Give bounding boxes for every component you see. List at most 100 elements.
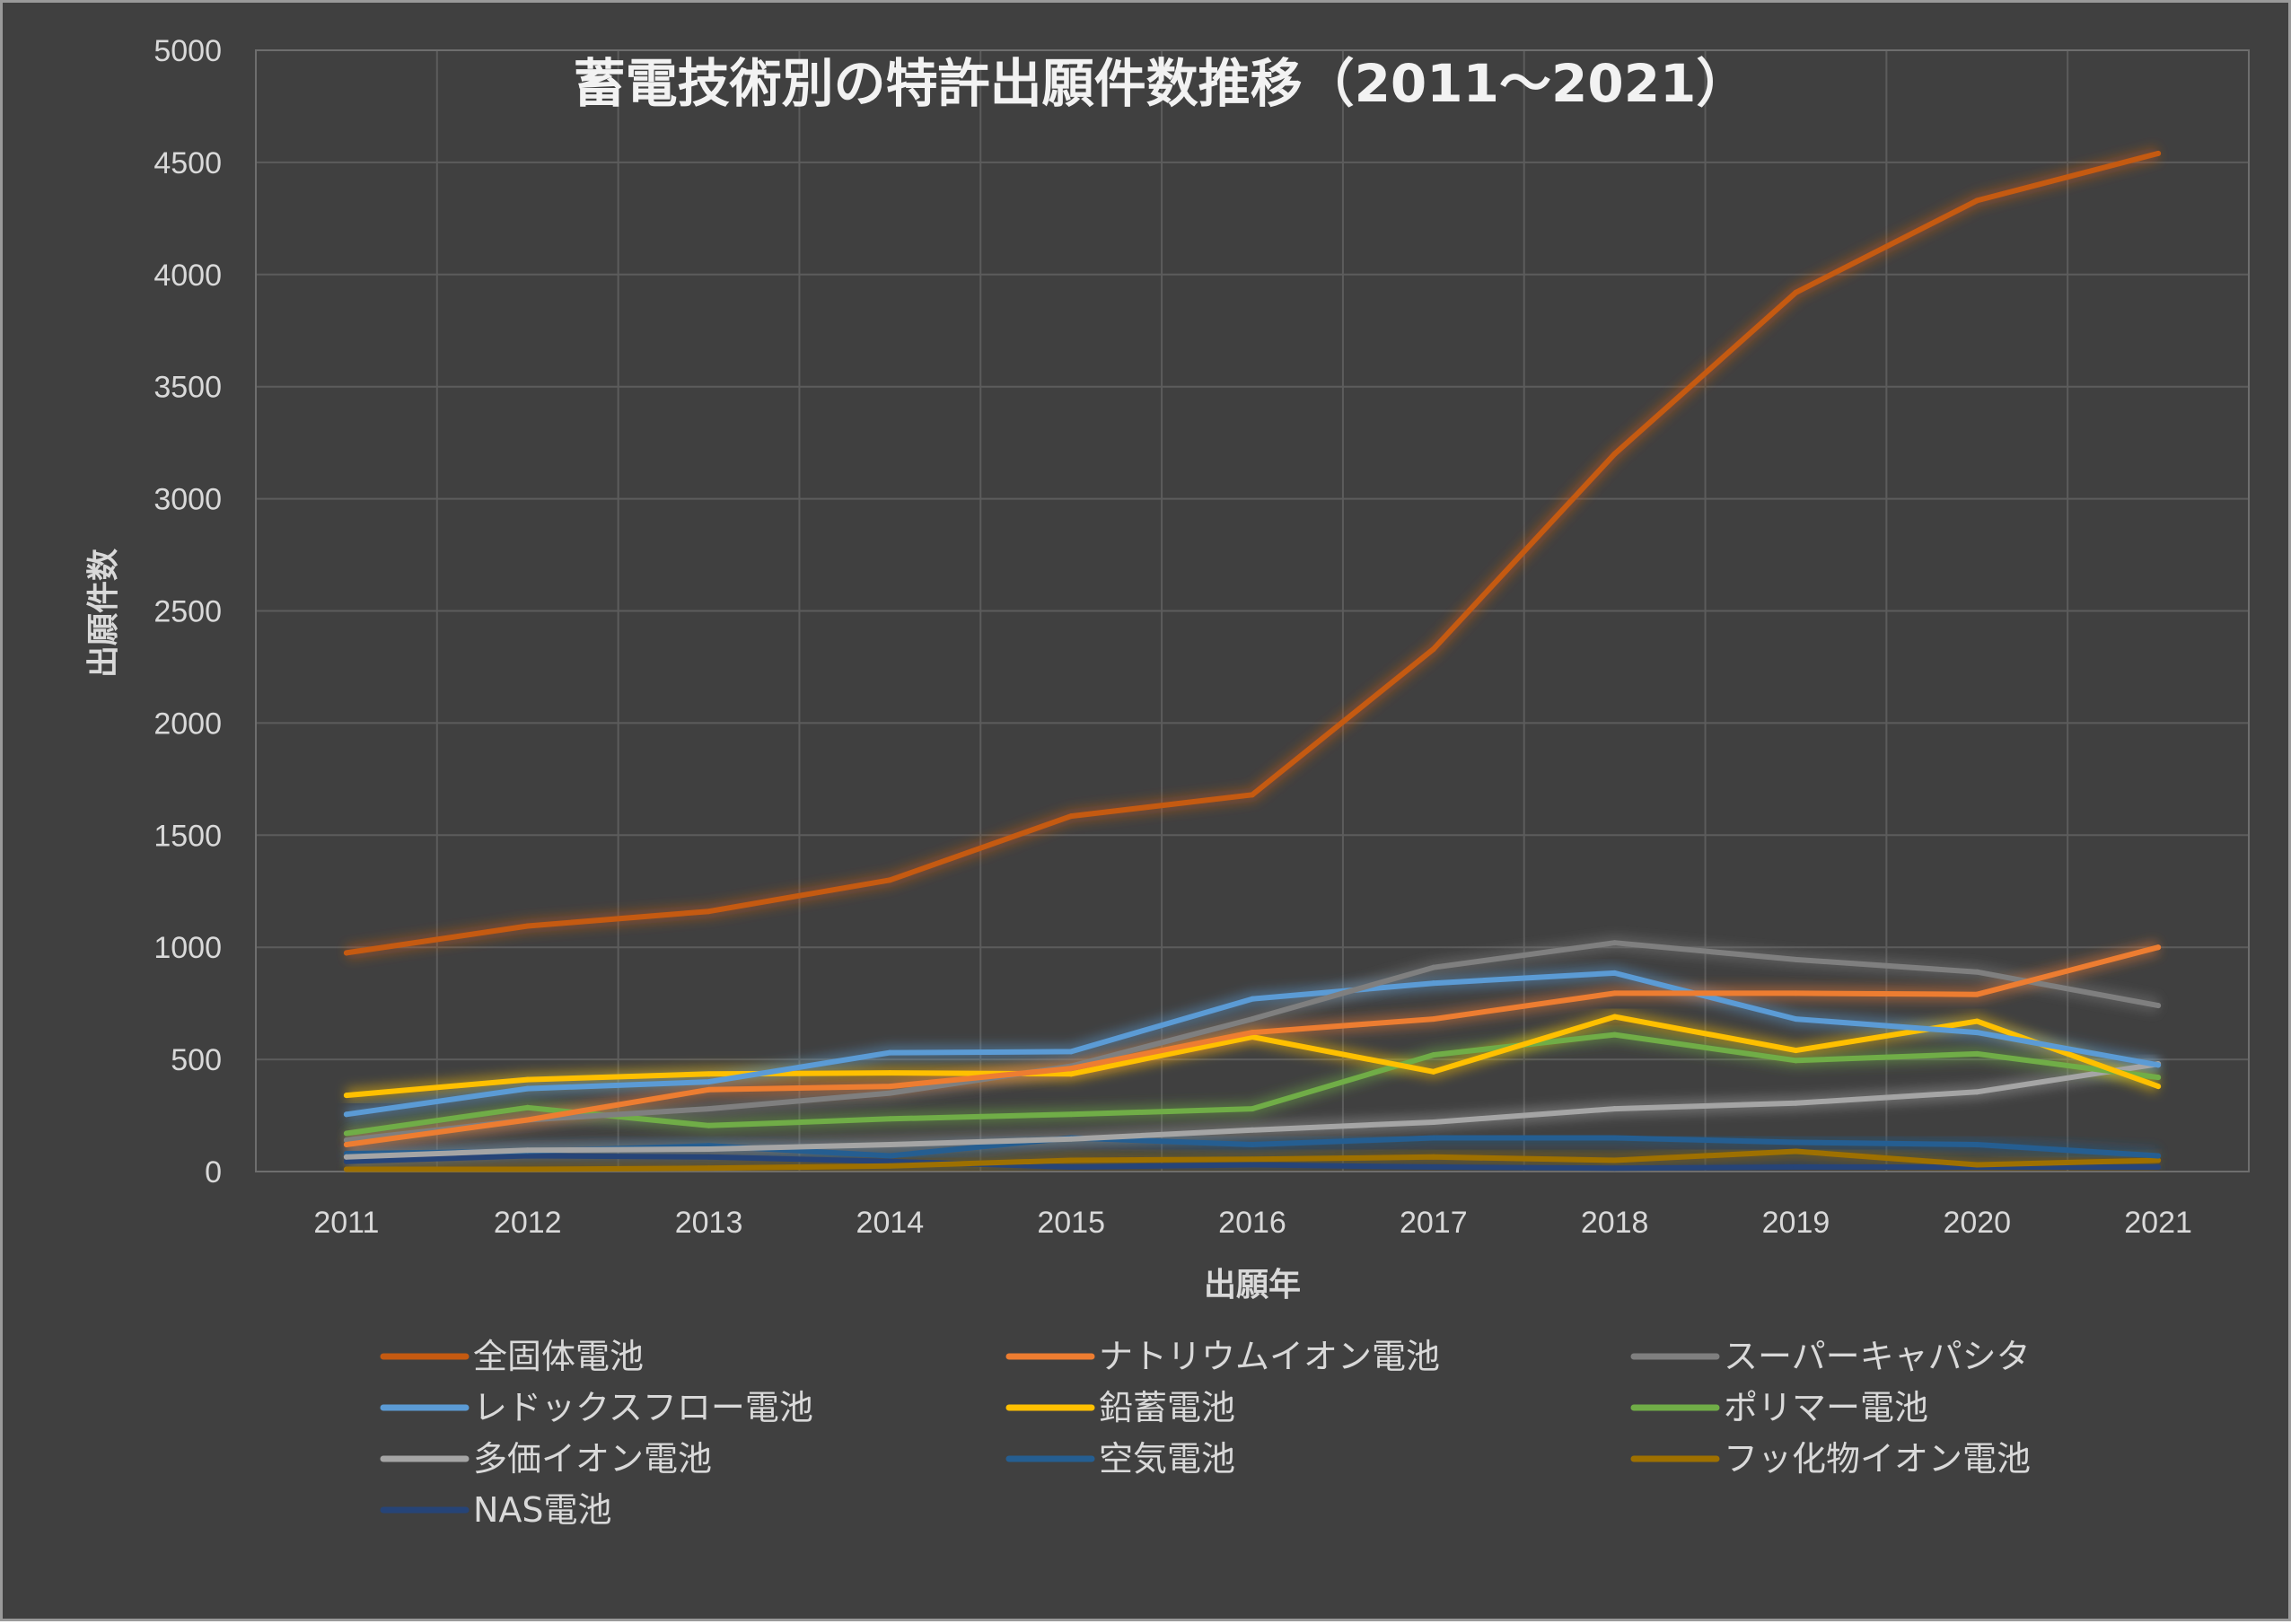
data-point <box>2155 1153 2162 1159</box>
legend-item: レドックスフロー電池 <box>380 1388 813 1427</box>
legend-label: 多価イオン電池 <box>473 1439 712 1479</box>
data-point <box>1068 1071 1075 1077</box>
data-point <box>1611 940 1618 946</box>
y-tick-label: 0 <box>205 1155 222 1189</box>
data-point <box>524 1153 531 1159</box>
data-point <box>1430 1052 1436 1058</box>
x-tick-label: 2016 <box>1218 1206 1286 1240</box>
data-point <box>343 1137 349 1144</box>
x-tick-label: 2011 <box>313 1206 379 1240</box>
data-point <box>1250 1106 1255 1112</box>
y-tick-label: 3500 <box>154 371 222 405</box>
x-axis-title: 出願年 <box>1204 1267 1301 1304</box>
y-tick-label: 4500 <box>154 146 222 180</box>
data-point <box>1793 1058 1799 1064</box>
y-axis-ticks: 0 500 1000 1500 2000 2500 3000 3500 4000 4500 5000 <box>154 34 222 1189</box>
data-point <box>887 1090 893 1096</box>
data-point <box>1611 451 1618 457</box>
legend-item: ポリマー電池 <box>1630 1388 1928 1427</box>
data-point <box>1974 1050 1980 1057</box>
data-point <box>887 1153 893 1159</box>
legend-label: 空気電池 <box>1099 1439 1235 1479</box>
data-point <box>1430 645 1436 652</box>
data-point <box>1068 1066 1075 1072</box>
data-point <box>1974 1142 1980 1148</box>
legend-label: 全固体電池 <box>473 1337 644 1376</box>
data-point <box>1250 792 1255 798</box>
legend-item: ナトリウムイオン電池 <box>1005 1337 1440 1376</box>
data-point <box>343 1111 349 1118</box>
legend-label: レドックスフロー電池 <box>473 1388 813 1427</box>
data-point <box>706 1146 712 1153</box>
data-point <box>1611 990 1618 996</box>
data-point <box>524 1085 531 1092</box>
data-point <box>2155 1075 2162 1081</box>
data-point <box>1430 1154 1436 1160</box>
data-point <box>1793 956 1799 962</box>
data-point <box>343 950 349 956</box>
data-point <box>1974 1089 1980 1095</box>
legend-item: フッ化物イオン電池 <box>1630 1439 2031 1479</box>
data-point <box>706 909 712 915</box>
legend-item: 全固体電池 <box>380 1337 644 1376</box>
series-lines <box>343 150 2162 1172</box>
y-tick-label: 2000 <box>154 707 222 741</box>
data-point <box>1974 1030 1980 1036</box>
legend-item: 空気電池 <box>1005 1439 1235 1479</box>
data-point <box>1611 1106 1618 1112</box>
data-point <box>1430 1068 1436 1075</box>
data-point <box>1068 1049 1075 1055</box>
data-point <box>1793 1148 1799 1154</box>
data-point <box>887 1049 893 1056</box>
legend-label: 鉛蓄電池 <box>1099 1388 1235 1427</box>
legend-item: 多価イオン電池 <box>380 1439 712 1479</box>
data-point <box>1793 990 1799 996</box>
data-point <box>1068 1157 1075 1163</box>
data-point <box>524 1076 531 1083</box>
x-tick-label: 2017 <box>1400 1206 1468 1240</box>
data-point <box>1974 1018 1980 1024</box>
data-point <box>1430 1119 1436 1126</box>
data-point <box>706 1079 712 1085</box>
x-tick-label: 2012 <box>494 1206 562 1240</box>
data-point <box>524 1166 531 1172</box>
data-point <box>2155 1062 2162 1068</box>
data-point <box>706 1071 712 1077</box>
data-point <box>1250 1127 1255 1133</box>
data-point <box>706 1106 712 1112</box>
data-point <box>524 1117 531 1123</box>
data-point <box>343 1166 349 1172</box>
data-point <box>2155 1084 2162 1090</box>
data-point <box>343 1158 349 1164</box>
data-point <box>1430 1016 1436 1023</box>
data-point <box>1611 1031 1618 1038</box>
legend-label: ナトリウムイオン電池 <box>1099 1337 1440 1376</box>
chart-title: 蓄電技術別の特許出願件数推移（2011～2021） <box>574 53 1749 114</box>
legend-label: フッ化物イオン電池 <box>1724 1439 2031 1479</box>
data-point <box>2155 150 2162 156</box>
data-point <box>524 1147 531 1154</box>
data-point <box>706 1122 712 1128</box>
data-point <box>1430 1164 1436 1171</box>
data-point <box>2155 1003 2162 1009</box>
data-point <box>1611 1165 1618 1172</box>
data-point <box>524 1104 531 1110</box>
data-point <box>887 1158 893 1164</box>
x-tick-label: 2014 <box>856 1206 925 1240</box>
legend-label: スーパーキャパシタ <box>1724 1337 2031 1376</box>
data-point <box>887 1163 893 1169</box>
data-point <box>1611 1157 1618 1163</box>
data-point <box>1974 198 1980 204</box>
legend-label: ポリマー電池 <box>1724 1388 1928 1427</box>
data-point <box>1250 1034 1255 1040</box>
data-point <box>1611 1014 1618 1020</box>
data-point <box>343 1130 349 1137</box>
data-point <box>887 877 893 883</box>
data-point <box>706 1154 712 1160</box>
y-tick-label: 1500 <box>154 819 222 853</box>
data-point <box>524 923 531 929</box>
legend-label: NAS電池 <box>473 1490 612 1530</box>
data-point <box>706 1086 712 1093</box>
legend-item: NAS電池 <box>380 1490 612 1530</box>
data-point <box>343 1142 349 1148</box>
